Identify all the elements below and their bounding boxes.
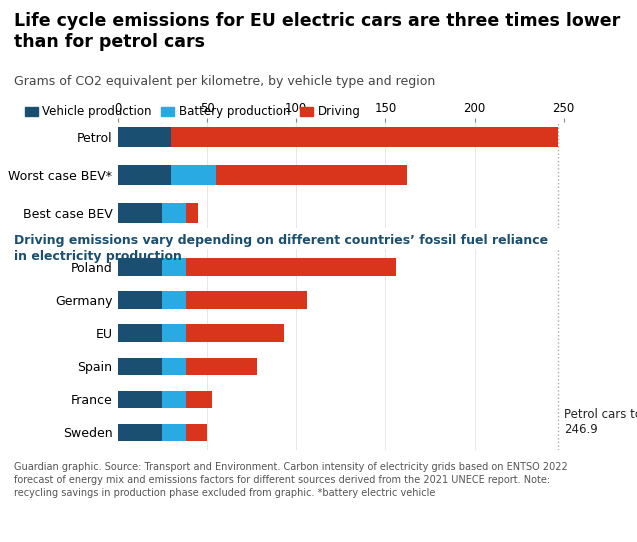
Text: Petrol cars total
246.9: Petrol cars total 246.9 (564, 408, 637, 436)
Bar (162, 292, 185, 308)
Bar (185, 358, 257, 375)
Bar (162, 259, 185, 276)
Bar (171, 165, 216, 185)
Bar (171, 127, 559, 146)
Bar (118, 292, 162, 308)
Bar (118, 203, 162, 223)
Bar (162, 358, 185, 375)
Bar (162, 203, 185, 223)
Bar (185, 325, 283, 341)
Bar (162, 391, 185, 408)
Bar (185, 423, 207, 441)
Bar (162, 423, 185, 441)
Text: Grams of CO2 equivalent per kilometre, by vehicle type and region: Grams of CO2 equivalent per kilometre, b… (14, 75, 435, 88)
Bar (185, 203, 198, 223)
Text: Life cycle emissions for EU electric cars are three times lower
than for petrol : Life cycle emissions for EU electric car… (14, 12, 620, 51)
Text: Guardian graphic. Source: Transport and Environment. Carbon intensity of electri: Guardian graphic. Source: Transport and … (14, 462, 568, 498)
Bar (118, 358, 162, 375)
Bar (162, 325, 185, 341)
Bar (118, 391, 162, 408)
Legend: Vehicle production, Battery production, Driving: Vehicle production, Battery production, … (20, 101, 365, 123)
Bar (185, 391, 212, 408)
Bar (185, 259, 396, 276)
Bar (185, 292, 307, 308)
Bar (216, 165, 407, 185)
Text: Driving emissions vary depending on different countries’ fossil fuel reliance
in: Driving emissions vary depending on diff… (14, 234, 548, 263)
Bar (118, 165, 171, 185)
Bar (118, 127, 171, 146)
Bar (118, 259, 162, 276)
Bar (118, 325, 162, 341)
Bar (118, 423, 162, 441)
